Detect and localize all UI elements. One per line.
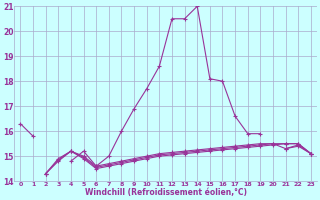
X-axis label: Windchill (Refroidissement éolien,°C): Windchill (Refroidissement éolien,°C): [85, 188, 247, 197]
